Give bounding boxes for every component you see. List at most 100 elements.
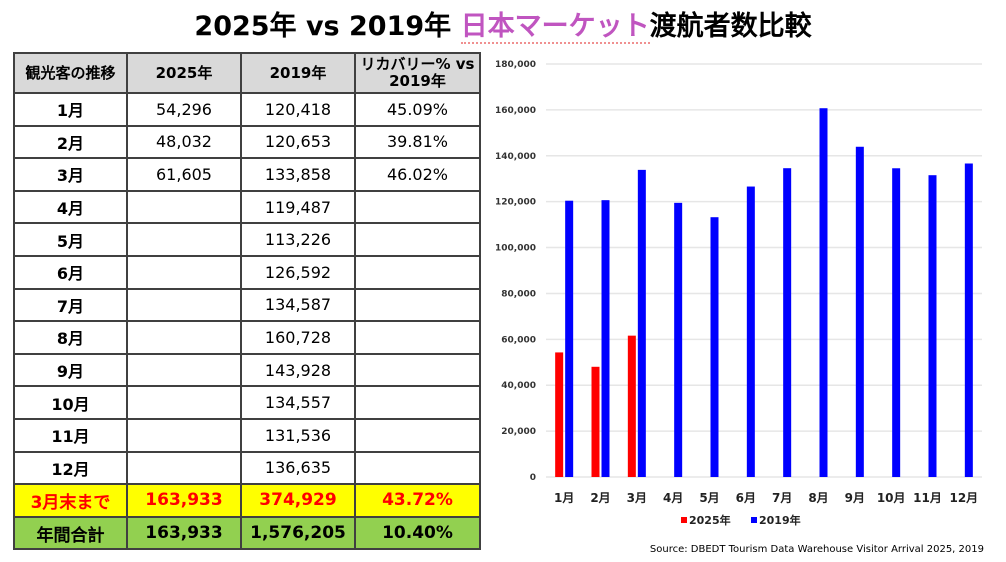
recovery-cell bbox=[354, 417, 481, 453]
value-2019-cell: 134,557 bbox=[240, 385, 356, 420]
bar-2019-8 bbox=[819, 108, 828, 477]
value-2025-cell bbox=[126, 320, 242, 355]
header-trend: 観光客の推移 bbox=[13, 52, 128, 94]
table-row: 6月 126,592 bbox=[13, 254, 481, 290]
value-2019-cell: 143,928 bbox=[240, 352, 356, 388]
legend-swatch-2025 bbox=[681, 517, 687, 523]
table-row: 8月 160,728 bbox=[13, 320, 481, 355]
month-cell: 12月 bbox=[13, 450, 128, 486]
bar-2019-3 bbox=[637, 169, 646, 478]
y-tick-label: 80,000 bbox=[501, 289, 536, 299]
total-row: 年間合計 163,933 1,576,205 10.40% bbox=[13, 515, 481, 551]
recovery-cell: 39.81% bbox=[354, 124, 481, 160]
legend-swatch-2019 bbox=[751, 517, 757, 523]
x-tick-label: 8月 bbox=[808, 491, 828, 505]
ytd-2025: 163,933 bbox=[126, 483, 242, 518]
month-cell: 2月 bbox=[13, 124, 128, 160]
legend-label: 2025年 bbox=[689, 513, 731, 527]
table-row: 11月 131,536 bbox=[13, 417, 481, 453]
y-tick-label: 0 bbox=[530, 473, 536, 483]
value-2019-cell: 120,418 bbox=[240, 92, 356, 127]
page-title: 2025年 vs 2019年 日本マーケット渡航者数比較 bbox=[0, 4, 1006, 44]
value-2025-cell bbox=[126, 287, 242, 323]
x-tick-label: 2月 bbox=[590, 491, 610, 505]
bars bbox=[555, 108, 973, 478]
y-tick-label: 100,000 bbox=[495, 244, 536, 254]
value-2025-cell: 54,296 bbox=[126, 92, 242, 127]
table-header-row: 観光客の推移 2025年 2019年 リカバリー% vs 2019年 bbox=[13, 52, 481, 94]
title-part1: 2025年 vs 2019年 bbox=[194, 11, 461, 42]
x-tick-label: 10月 bbox=[877, 491, 906, 505]
recovery-cell bbox=[354, 189, 481, 225]
x-axis-ticks: 1月 2月 3月 4月 5月 6月 7月 8月 9月 10月 11月 12月 bbox=[554, 491, 978, 505]
table-row: 10月 134,557 bbox=[13, 385, 481, 420]
y-tick-label: 40,000 bbox=[501, 381, 536, 391]
value-2019-cell: 133,858 bbox=[240, 157, 356, 192]
value-2019-cell: 160,728 bbox=[240, 320, 356, 355]
y-tick-label: 180,000 bbox=[495, 60, 536, 70]
y-tick-label: 140,000 bbox=[495, 152, 536, 162]
month-cell: 3月 bbox=[13, 157, 128, 192]
title-highlight: 日本マーケット bbox=[460, 11, 650, 44]
value-2025-cell bbox=[126, 222, 242, 257]
table-row: 4月 119,487 bbox=[13, 189, 481, 225]
recovery-cell bbox=[354, 450, 481, 486]
total-2019: 1,576,205 bbox=[240, 515, 356, 551]
header-2025: 2025年 bbox=[126, 52, 242, 94]
bar-2019-5 bbox=[710, 217, 719, 477]
value-2025-cell bbox=[126, 385, 242, 420]
bar-2019-7 bbox=[783, 168, 792, 477]
title-part2: 渡航者数比較 bbox=[649, 11, 812, 42]
x-tick-label: 7月 bbox=[772, 491, 792, 505]
bar-2019-10 bbox=[892, 168, 901, 477]
table-row: 1月 54,296 120,418 45.09% bbox=[13, 92, 481, 127]
x-tick-label: 6月 bbox=[736, 491, 756, 505]
x-tick-label: 4月 bbox=[663, 491, 683, 505]
y-axis-ticks: 0 20,000 40,000 60,000 80,000 100,000 120,000 1… bbox=[495, 60, 536, 483]
value-2025-cell bbox=[126, 352, 242, 388]
table-row: 3月 61,605 133,858 46.02% bbox=[13, 157, 481, 192]
table-row: 12月 136,635 bbox=[13, 450, 481, 486]
bar-2025-1 bbox=[555, 352, 564, 477]
table-row: 7月 134,587 bbox=[13, 287, 481, 323]
value-2019-cell: 136,635 bbox=[240, 450, 356, 486]
value-2025-cell: 48,032 bbox=[126, 124, 242, 160]
bar-2019-11 bbox=[928, 175, 937, 478]
ytd-row: 3月末まで 163,933 374,929 43.72% bbox=[13, 483, 481, 518]
visitor-table: 観光客の推移 2025年 2019年 リカバリー% vs 2019年 1月 54,… bbox=[13, 52, 481, 551]
x-tick-label: 5月 bbox=[699, 491, 719, 505]
bar-2019-9 bbox=[855, 146, 864, 477]
recovery-cell: 45.09% bbox=[354, 92, 481, 127]
y-tick-label: 20,000 bbox=[501, 427, 536, 437]
bar-2025-2 bbox=[591, 366, 600, 477]
month-cell: 5月 bbox=[13, 222, 128, 257]
month-cell: 8月 bbox=[13, 320, 128, 355]
value-2019-cell: 113,226 bbox=[240, 222, 356, 257]
x-tick-label: 11月 bbox=[913, 491, 942, 505]
table-row: 9月 143,928 bbox=[13, 352, 481, 388]
value-2025-cell: 61,605 bbox=[126, 157, 242, 192]
value-2019-cell: 126,592 bbox=[240, 254, 356, 290]
bar-2019-6 bbox=[746, 186, 755, 477]
x-tick-label: 3月 bbox=[627, 491, 647, 505]
bar-2019-2 bbox=[601, 200, 610, 477]
bar-2025-3 bbox=[627, 335, 636, 477]
bar-2019-4 bbox=[674, 202, 683, 477]
y-tick-label: 120,000 bbox=[495, 198, 536, 208]
month-cell: 1月 bbox=[13, 92, 128, 127]
recovery-cell bbox=[354, 385, 481, 420]
x-tick-label: 9月 bbox=[845, 491, 865, 505]
bar-chart: 0 20,000 40,000 60,000 80,000 100,000 120,000 1… bbox=[495, 60, 982, 527]
value-2025-cell bbox=[126, 417, 242, 453]
gridlines bbox=[546, 63, 982, 478]
recovery-cell bbox=[354, 222, 481, 257]
month-cell: 11月 bbox=[13, 417, 128, 453]
table-row: 5月 113,226 bbox=[13, 222, 481, 257]
value-2025-cell bbox=[126, 189, 242, 225]
recovery-cell bbox=[354, 254, 481, 290]
month-cell: 6月 bbox=[13, 254, 128, 290]
month-cell: 9月 bbox=[13, 352, 128, 388]
value-2019-cell: 119,487 bbox=[240, 189, 356, 225]
table-row: 2月 48,032 120,653 39.81% bbox=[13, 124, 481, 160]
month-cell: 4月 bbox=[13, 189, 128, 225]
